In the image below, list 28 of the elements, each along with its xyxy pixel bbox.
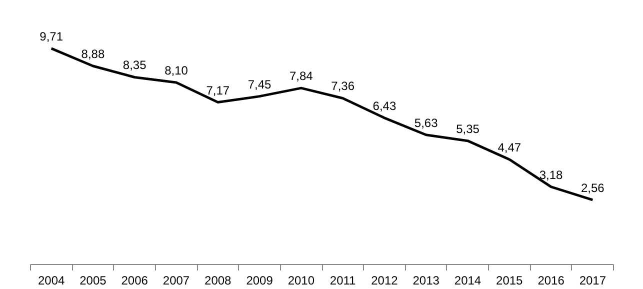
x-tick-label: 2004 (38, 274, 65, 288)
data-label: 8,35 (122, 58, 147, 72)
data-label: 2,56 (581, 180, 605, 195)
x-tick-label: 2005 (80, 274, 107, 288)
x-tick-label: 2006 (121, 274, 148, 288)
x-tick-label: 2009 (246, 274, 274, 288)
data-label: 8,88 (81, 47, 105, 62)
data-label: 5,35 (456, 122, 480, 136)
x-tick-label: 2014 (454, 274, 482, 288)
x-tick-label: 2007 (162, 274, 190, 288)
data-label: 7,36 (331, 79, 355, 94)
data-label: 7,17 (206, 83, 230, 98)
x-tick-label: 2010 (288, 274, 315, 288)
data-label: 6,43 (372, 98, 396, 113)
x-tick-label: 2013 (412, 274, 440, 288)
data-label: 7,45 (248, 77, 272, 92)
x-tick-label: 2008 (204, 274, 232, 288)
data-label: 3,18 (539, 168, 564, 182)
data-label: 7,84 (290, 69, 314, 84)
data-label: 4,47 (498, 140, 522, 154)
x-tick-label: 2011 (330, 274, 356, 288)
x-tick-label: 2016 (538, 274, 565, 288)
x-tick-label: 2012 (371, 274, 398, 288)
data-label: 9,71 (40, 29, 64, 44)
x-tick-label: 2017 (579, 274, 606, 288)
x-tick-label: 2015 (496, 274, 524, 288)
data-label: 8,10 (164, 64, 188, 78)
data-label: 5,63 (414, 116, 438, 130)
